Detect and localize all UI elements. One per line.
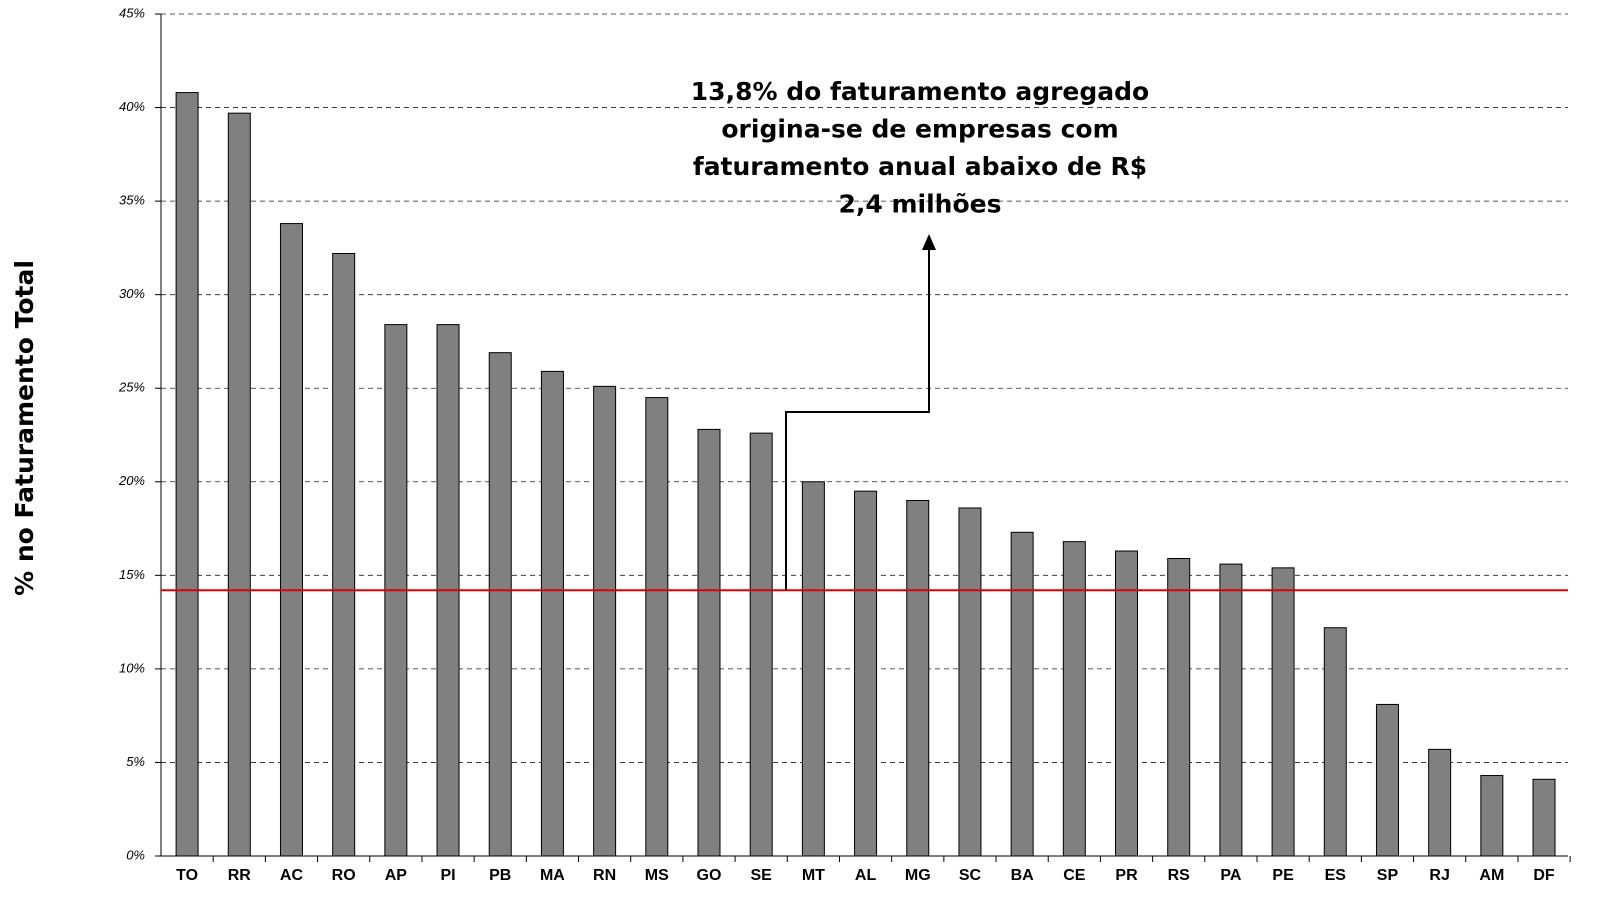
y-tick-label: 35% xyxy=(119,193,145,208)
y-tick-label: 40% xyxy=(119,99,145,114)
x-tick-label: AP xyxy=(385,867,408,884)
x-tick-label: MG xyxy=(905,867,931,884)
y-tick-label: 25% xyxy=(118,380,145,395)
annotation-arrow xyxy=(785,246,930,591)
annotation: origina-se de empresas com xyxy=(721,115,1118,144)
bar xyxy=(801,481,825,857)
y-tick-label: 0% xyxy=(126,847,145,862)
bar xyxy=(175,92,199,857)
y-tick-label: 5% xyxy=(126,754,145,769)
y-tick-label: 45% xyxy=(119,5,145,20)
bar xyxy=(906,499,930,857)
bar xyxy=(279,223,303,857)
bar xyxy=(854,490,878,857)
x-tick-label: PR xyxy=(1115,867,1138,884)
bar xyxy=(1480,775,1504,857)
x-tick-label: AL xyxy=(855,867,877,884)
bar xyxy=(645,397,669,857)
x-tick-label: AM xyxy=(1479,867,1504,884)
x-tick-label: SC xyxy=(959,867,982,884)
y-tick-label: 15% xyxy=(119,567,145,582)
bar xyxy=(958,507,982,857)
bar xyxy=(1062,541,1086,857)
bar xyxy=(488,352,512,857)
x-tick-label: SP xyxy=(1377,867,1399,884)
x-tick-label: TO xyxy=(176,867,198,884)
x-tick-label: MT xyxy=(802,867,825,884)
x-tick-label: RO xyxy=(332,867,356,884)
x-tick-label: RR xyxy=(228,867,252,884)
x-tick-label: RS xyxy=(1168,867,1191,884)
y-tick-label: 10% xyxy=(119,660,145,675)
bar xyxy=(697,428,721,857)
bar xyxy=(1375,703,1399,857)
arrow-head xyxy=(922,234,936,250)
annotation: 13,8% do faturamento agregado xyxy=(691,77,1149,106)
bar xyxy=(749,432,773,857)
x-tick-label: MA xyxy=(540,867,565,884)
bar xyxy=(227,112,251,857)
bar xyxy=(1219,563,1243,857)
annotation: 2,4 milhões xyxy=(839,190,1002,219)
x-tick-label: SE xyxy=(751,867,773,884)
bar xyxy=(1115,550,1139,857)
x-tick-label: RJ xyxy=(1429,867,1449,884)
x-tick-label: RN xyxy=(593,867,616,884)
x-tick-label: MS xyxy=(645,867,669,884)
bar xyxy=(540,370,564,857)
x-tick-label: GO xyxy=(697,867,722,884)
bar xyxy=(1323,627,1347,857)
x-tick-label: PA xyxy=(1220,867,1241,884)
bar xyxy=(332,253,356,857)
x-tick-label: ES xyxy=(1325,867,1347,884)
x-tick-label: BA xyxy=(1011,867,1035,884)
x-tick-label: PI xyxy=(440,867,455,884)
x-tick-label: PE xyxy=(1272,867,1294,884)
bar xyxy=(1532,778,1556,857)
y-tick-label: 30% xyxy=(119,286,145,301)
bar xyxy=(1010,531,1034,857)
bar xyxy=(1167,557,1191,857)
x-tick-label: DF xyxy=(1533,867,1555,884)
x-tick-label: AC xyxy=(280,867,304,884)
x-tick-label: PB xyxy=(489,867,511,884)
bar xyxy=(593,385,617,857)
bar xyxy=(1428,748,1452,857)
bar xyxy=(1271,567,1295,857)
annotation: faturamento anual abaixo de R$ xyxy=(693,152,1147,181)
y-axis-label: % no Faturamento Total xyxy=(10,260,39,596)
x-tick-label: CE xyxy=(1063,867,1086,884)
y-tick-label: 20% xyxy=(118,473,145,488)
